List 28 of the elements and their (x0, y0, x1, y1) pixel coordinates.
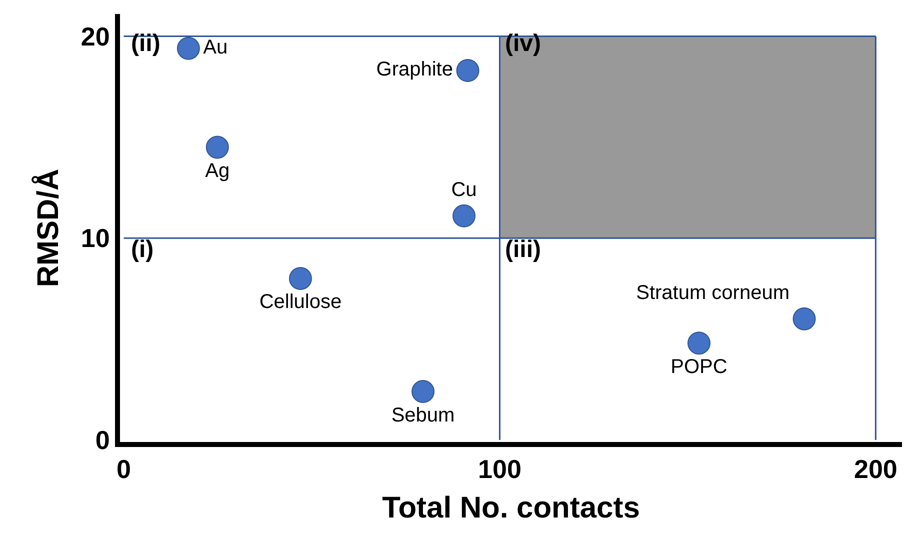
point (206, 136, 229, 159)
point (176, 36, 200, 60)
x-tick-label: 0 (116, 454, 131, 484)
data-label: Graphite (376, 58, 454, 81)
annotation: (iii) (505, 236, 541, 263)
data-label: Sebum (391, 404, 455, 426)
data-label: Ag (205, 160, 230, 182)
data-label: Cellulose (259, 291, 342, 314)
x-tick-label: 200 (854, 454, 898, 484)
x-axis-title: Total No. contacts (382, 492, 640, 525)
point (456, 59, 480, 82)
annotation: (iv) (505, 30, 541, 57)
y-tick-label: 10 (80, 223, 110, 254)
data-label: Au (203, 36, 228, 58)
y-tick-label: 20 (80, 21, 110, 52)
y-tick-label: 0 (95, 425, 110, 456)
data-label: Stratum corneum (636, 282, 790, 304)
point (792, 307, 816, 330)
y-axis-title: RMSD/Å (30, 168, 65, 288)
data-label: Cu (451, 179, 477, 202)
point (452, 204, 476, 228)
annotation: (i) (131, 236, 154, 263)
data-label: POPC (670, 356, 728, 378)
annotation: (ii) (131, 30, 160, 57)
point (288, 266, 312, 290)
point (687, 332, 710, 355)
x-tick-label: 100 (478, 454, 522, 484)
point (412, 380, 435, 404)
